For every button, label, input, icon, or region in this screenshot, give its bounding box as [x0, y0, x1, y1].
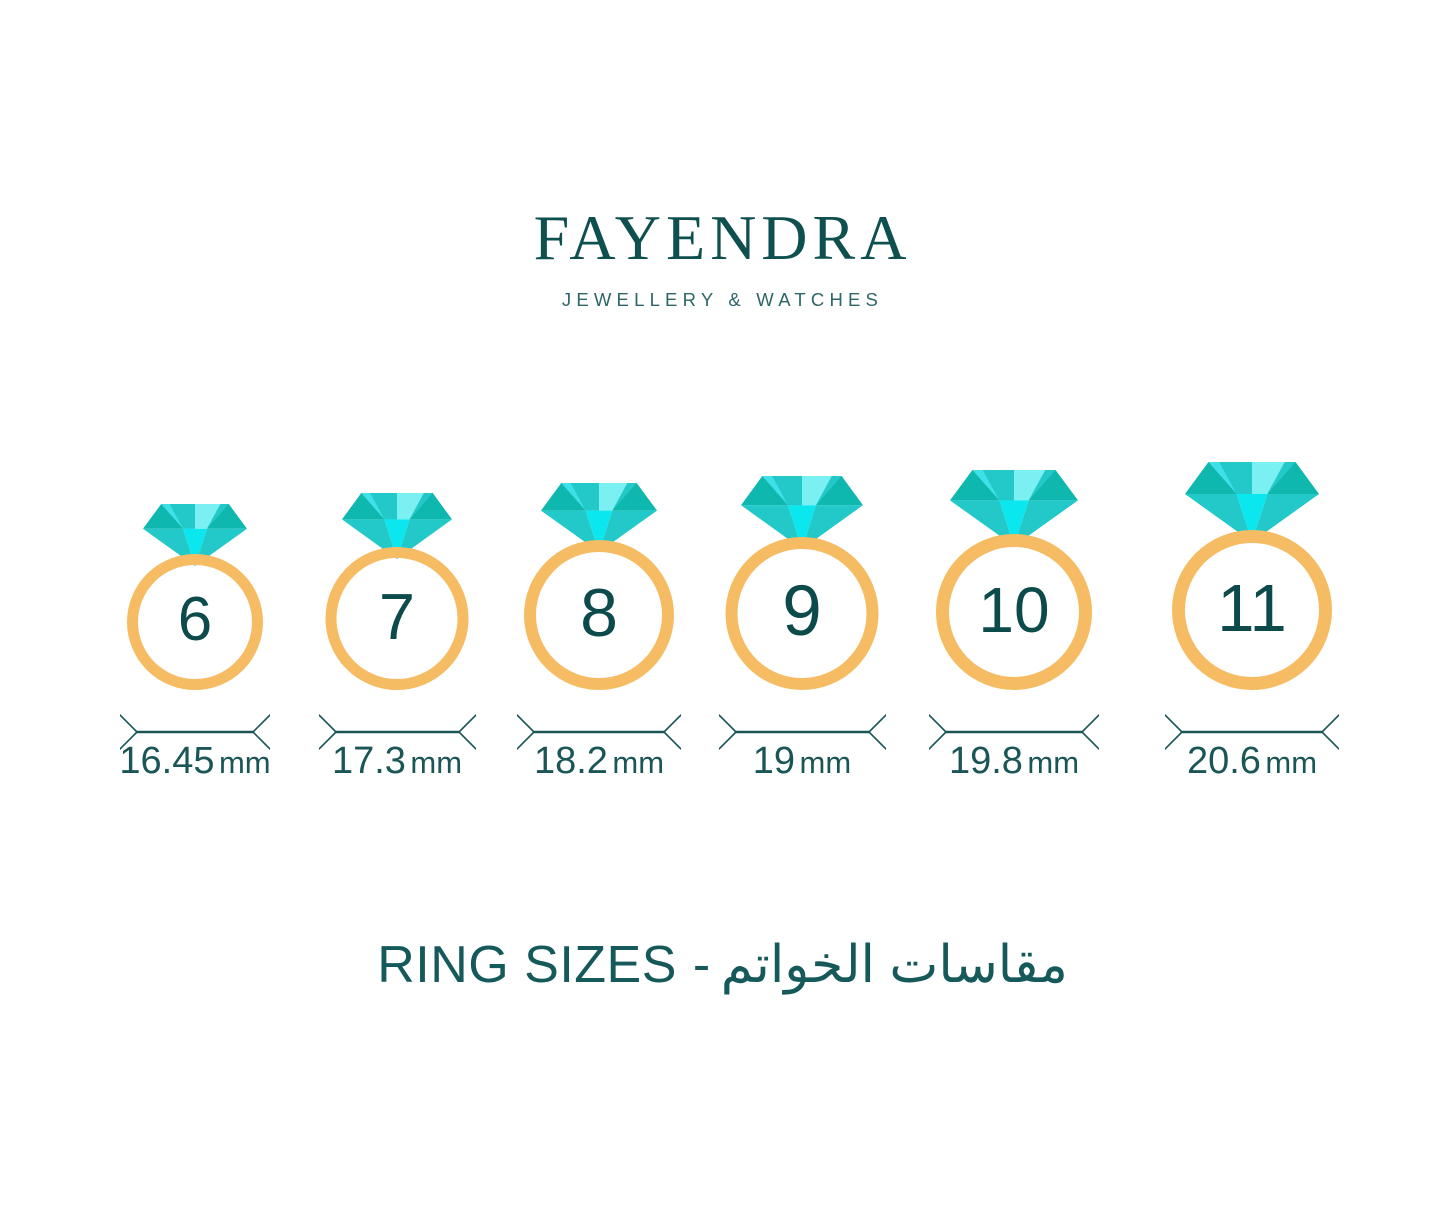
ring-size-number: 7 [378, 580, 416, 653]
brand-tagline: JEWELLERY & WATCHES [561, 289, 884, 310]
ring-size-number: 8 [580, 575, 618, 651]
ring-band: 9 [725, 537, 879, 690]
ring-diameter-label: 19 mm [672, 740, 932, 783]
brand-logo: FAYENDRA JEWELLERY & WATCHES [0, 206, 1445, 311]
dimension-arrow [469, 712, 729, 752]
diamond-gem-icon [741, 476, 863, 549]
ring-band: 8 [524, 540, 674, 690]
diamond-gem-icon [143, 504, 247, 566]
dimension-arrow [65, 712, 325, 752]
ring-illustration: 8 [469, 440, 729, 730]
ring-size-item[interactable]: 6 16.45 mm [65, 440, 325, 840]
ring-diameter-label: 19.8 mm [884, 740, 1144, 783]
ring-illustration: 10 [884, 440, 1144, 730]
diamond-gem-icon [1185, 462, 1319, 542]
ring-diameter-unit: mm [218, 745, 271, 780]
ring-diameter-label: 18.2 mm [469, 740, 729, 783]
ring-band: 10 [936, 534, 1092, 690]
ring-band: 11 [1172, 530, 1332, 690]
chart-caption: RING SIZES - مقاسات الخواتم [0, 935, 1445, 995]
caption-english: RING SIZES [377, 936, 677, 994]
ring-diameter-unit: mm [1265, 745, 1318, 780]
ring-illustration: 7 [267, 440, 527, 730]
ring-diameter-label: 20.6 mm [1122, 740, 1382, 783]
ring-diameter-value: 17.3 [331, 740, 406, 782]
ring-diameter-value: 19.8 [948, 740, 1023, 782]
caption-arabic: مقاسات الخواتم [720, 936, 1068, 994]
ring-diameter-unit: mm [410, 745, 463, 780]
ring-diameter-unit: mm [799, 745, 852, 780]
ring-size-item[interactable]: 9 19 mm [672, 440, 932, 840]
dimension-arrow [1122, 712, 1382, 752]
ring-size-number: 6 [177, 585, 213, 654]
ring-diameter-value: 16.45 [119, 740, 215, 782]
ring-diameter-value: 19 [752, 740, 796, 782]
ring-band: 6 [127, 554, 263, 690]
ring-band: 7 [325, 547, 469, 690]
ring-size-item[interactable]: 10 19.8 mm [884, 440, 1144, 840]
ring-diameter-unit: mm [612, 745, 665, 780]
ring-diameter-label: 16.45 mm [65, 740, 325, 783]
dimension-arrow [267, 712, 527, 752]
ring-diameter-value: 18.2 [533, 740, 608, 782]
ring-diameter-label: 17.3 mm [267, 740, 527, 783]
ring-size-item[interactable]: 7 17.3 mm [267, 440, 527, 840]
ring-diameter-unit: mm [1027, 745, 1080, 780]
dimension-arrow [672, 712, 932, 752]
ring-size-item[interactable]: 8 18.2 mm [469, 440, 729, 840]
ring-size-chart: 6 16.45 mm 7 17.3 mm 8 18.2 mm 9 19 mm 10 19.8 mm… [0, 440, 1445, 840]
ring-illustration: 11 [1122, 440, 1382, 730]
ring-size-number: 11 [1217, 570, 1287, 646]
ring-size-number: 10 [978, 574, 1050, 646]
diamond-gem-icon [342, 493, 452, 559]
ring-size-item[interactable]: 11 20.6 mm [1122, 440, 1382, 840]
ring-size-number: 9 [782, 572, 822, 651]
ring-illustration: 6 [65, 440, 325, 730]
dimension-arrow [884, 712, 1144, 752]
ring-diameter-value: 20.6 [1186, 740, 1261, 782]
caption-separator: - [692, 936, 711, 994]
brand-wordmark: FAYENDRA [533, 202, 912, 273]
ring-illustration: 9 [672, 440, 932, 730]
